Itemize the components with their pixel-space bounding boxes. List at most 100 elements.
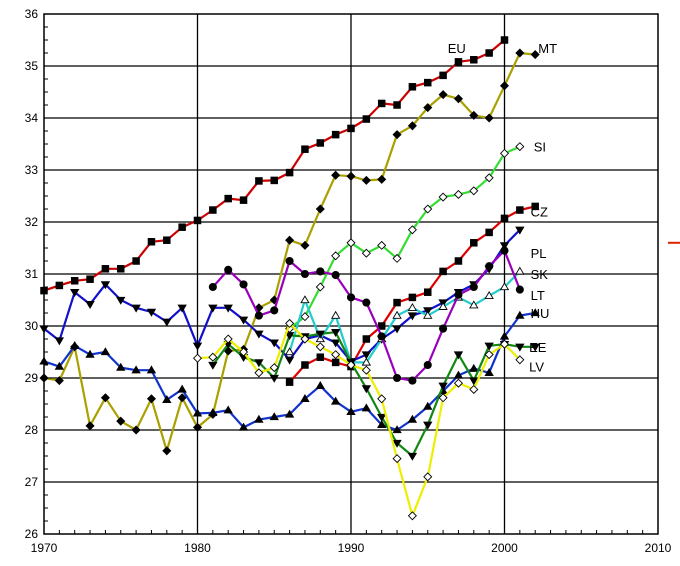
point-sk [499,282,510,291]
point-eu [209,206,217,214]
point-lv [254,368,264,378]
point-mt [515,48,525,58]
point-ee [438,382,448,391]
point-ee [453,351,464,360]
point-si [346,238,356,248]
point-mt [54,376,64,386]
point-cz [316,353,325,361]
point-lt [469,282,478,292]
point-eu [55,281,64,290]
point-sk [469,300,479,309]
series-sk [284,266,525,366]
point-mt [392,130,402,140]
point-eu [116,265,125,273]
y-tick-label: 30 [25,319,39,333]
point-eu [285,168,294,177]
point-lt [300,269,310,279]
point-mt [346,171,356,181]
point-lv [300,334,310,344]
point-lt [346,293,356,302]
point-hu [269,412,279,421]
x-tick-label: 2010 [645,541,672,555]
series-label-lv: LV [529,360,544,375]
point-mt [469,110,479,120]
series-line-sk [288,270,521,364]
point-lv [499,339,510,349]
point-mt [331,170,341,180]
point-cz [285,378,294,386]
point-sk [361,357,372,366]
point-pl [100,281,111,290]
point-lt [423,360,432,370]
point-mt [484,113,494,123]
point-lt [439,324,448,333]
point-ee [515,343,525,352]
point-ee [208,361,218,370]
point-mt [223,346,233,356]
series-label-hu: HU [531,306,550,321]
point-eu [377,99,386,108]
point-lv [469,384,479,394]
point-sk [392,310,402,319]
point-ee [392,439,402,448]
point-lt [239,280,248,289]
point-cz [500,214,509,223]
point-lt [377,332,386,341]
point-cz [439,267,447,276]
point-lv [315,342,325,352]
point-eu [270,176,279,185]
series-label-cz: CZ [531,205,548,220]
point-eu [393,101,401,109]
point-hu [515,310,525,319]
point-mt [361,175,371,185]
point-lv [515,355,525,365]
point-mt [100,393,110,403]
point-pl [392,325,402,334]
point-ee [423,421,433,430]
point-mt [177,393,187,403]
point-pl [116,296,126,305]
point-cz [362,335,371,343]
series-lv [192,318,525,521]
point-hu [192,408,203,417]
point-cz [454,257,463,265]
series-mt [39,48,540,456]
y-tick-label: 32 [25,215,39,229]
point-mt [438,90,448,100]
point-mt [162,446,172,456]
series-hu [39,308,540,434]
point-lv [453,378,463,388]
point-hu [254,414,264,423]
point-lv [239,347,249,357]
point-hu [407,414,418,423]
series-layer [39,36,540,521]
point-si [469,186,479,196]
point-cz [331,358,340,367]
point-lt [515,285,524,294]
point-mt [407,121,417,131]
point-eu [424,78,432,87]
point-lv [269,363,279,373]
y-tick-label: 27 [25,475,39,489]
point-ee [315,330,325,339]
point-eu [224,194,232,203]
point-hu [300,394,310,402]
point-ee [407,452,418,461]
point-hu [346,407,356,415]
point-ee [530,343,540,352]
point-pl [70,289,80,297]
point-hu [70,340,80,349]
point-pl [177,304,187,313]
point-ee [330,329,341,338]
point-lv [208,352,218,362]
point-lv [361,365,371,375]
point-eu [239,196,248,204]
point-pl [361,351,372,360]
point-cz [531,202,539,211]
point-mt [530,50,540,60]
point-hu [238,422,249,431]
series-label-mt: MT [538,41,557,56]
point-lv [285,318,295,328]
series-line-si [288,145,521,330]
point-ee [377,413,387,422]
